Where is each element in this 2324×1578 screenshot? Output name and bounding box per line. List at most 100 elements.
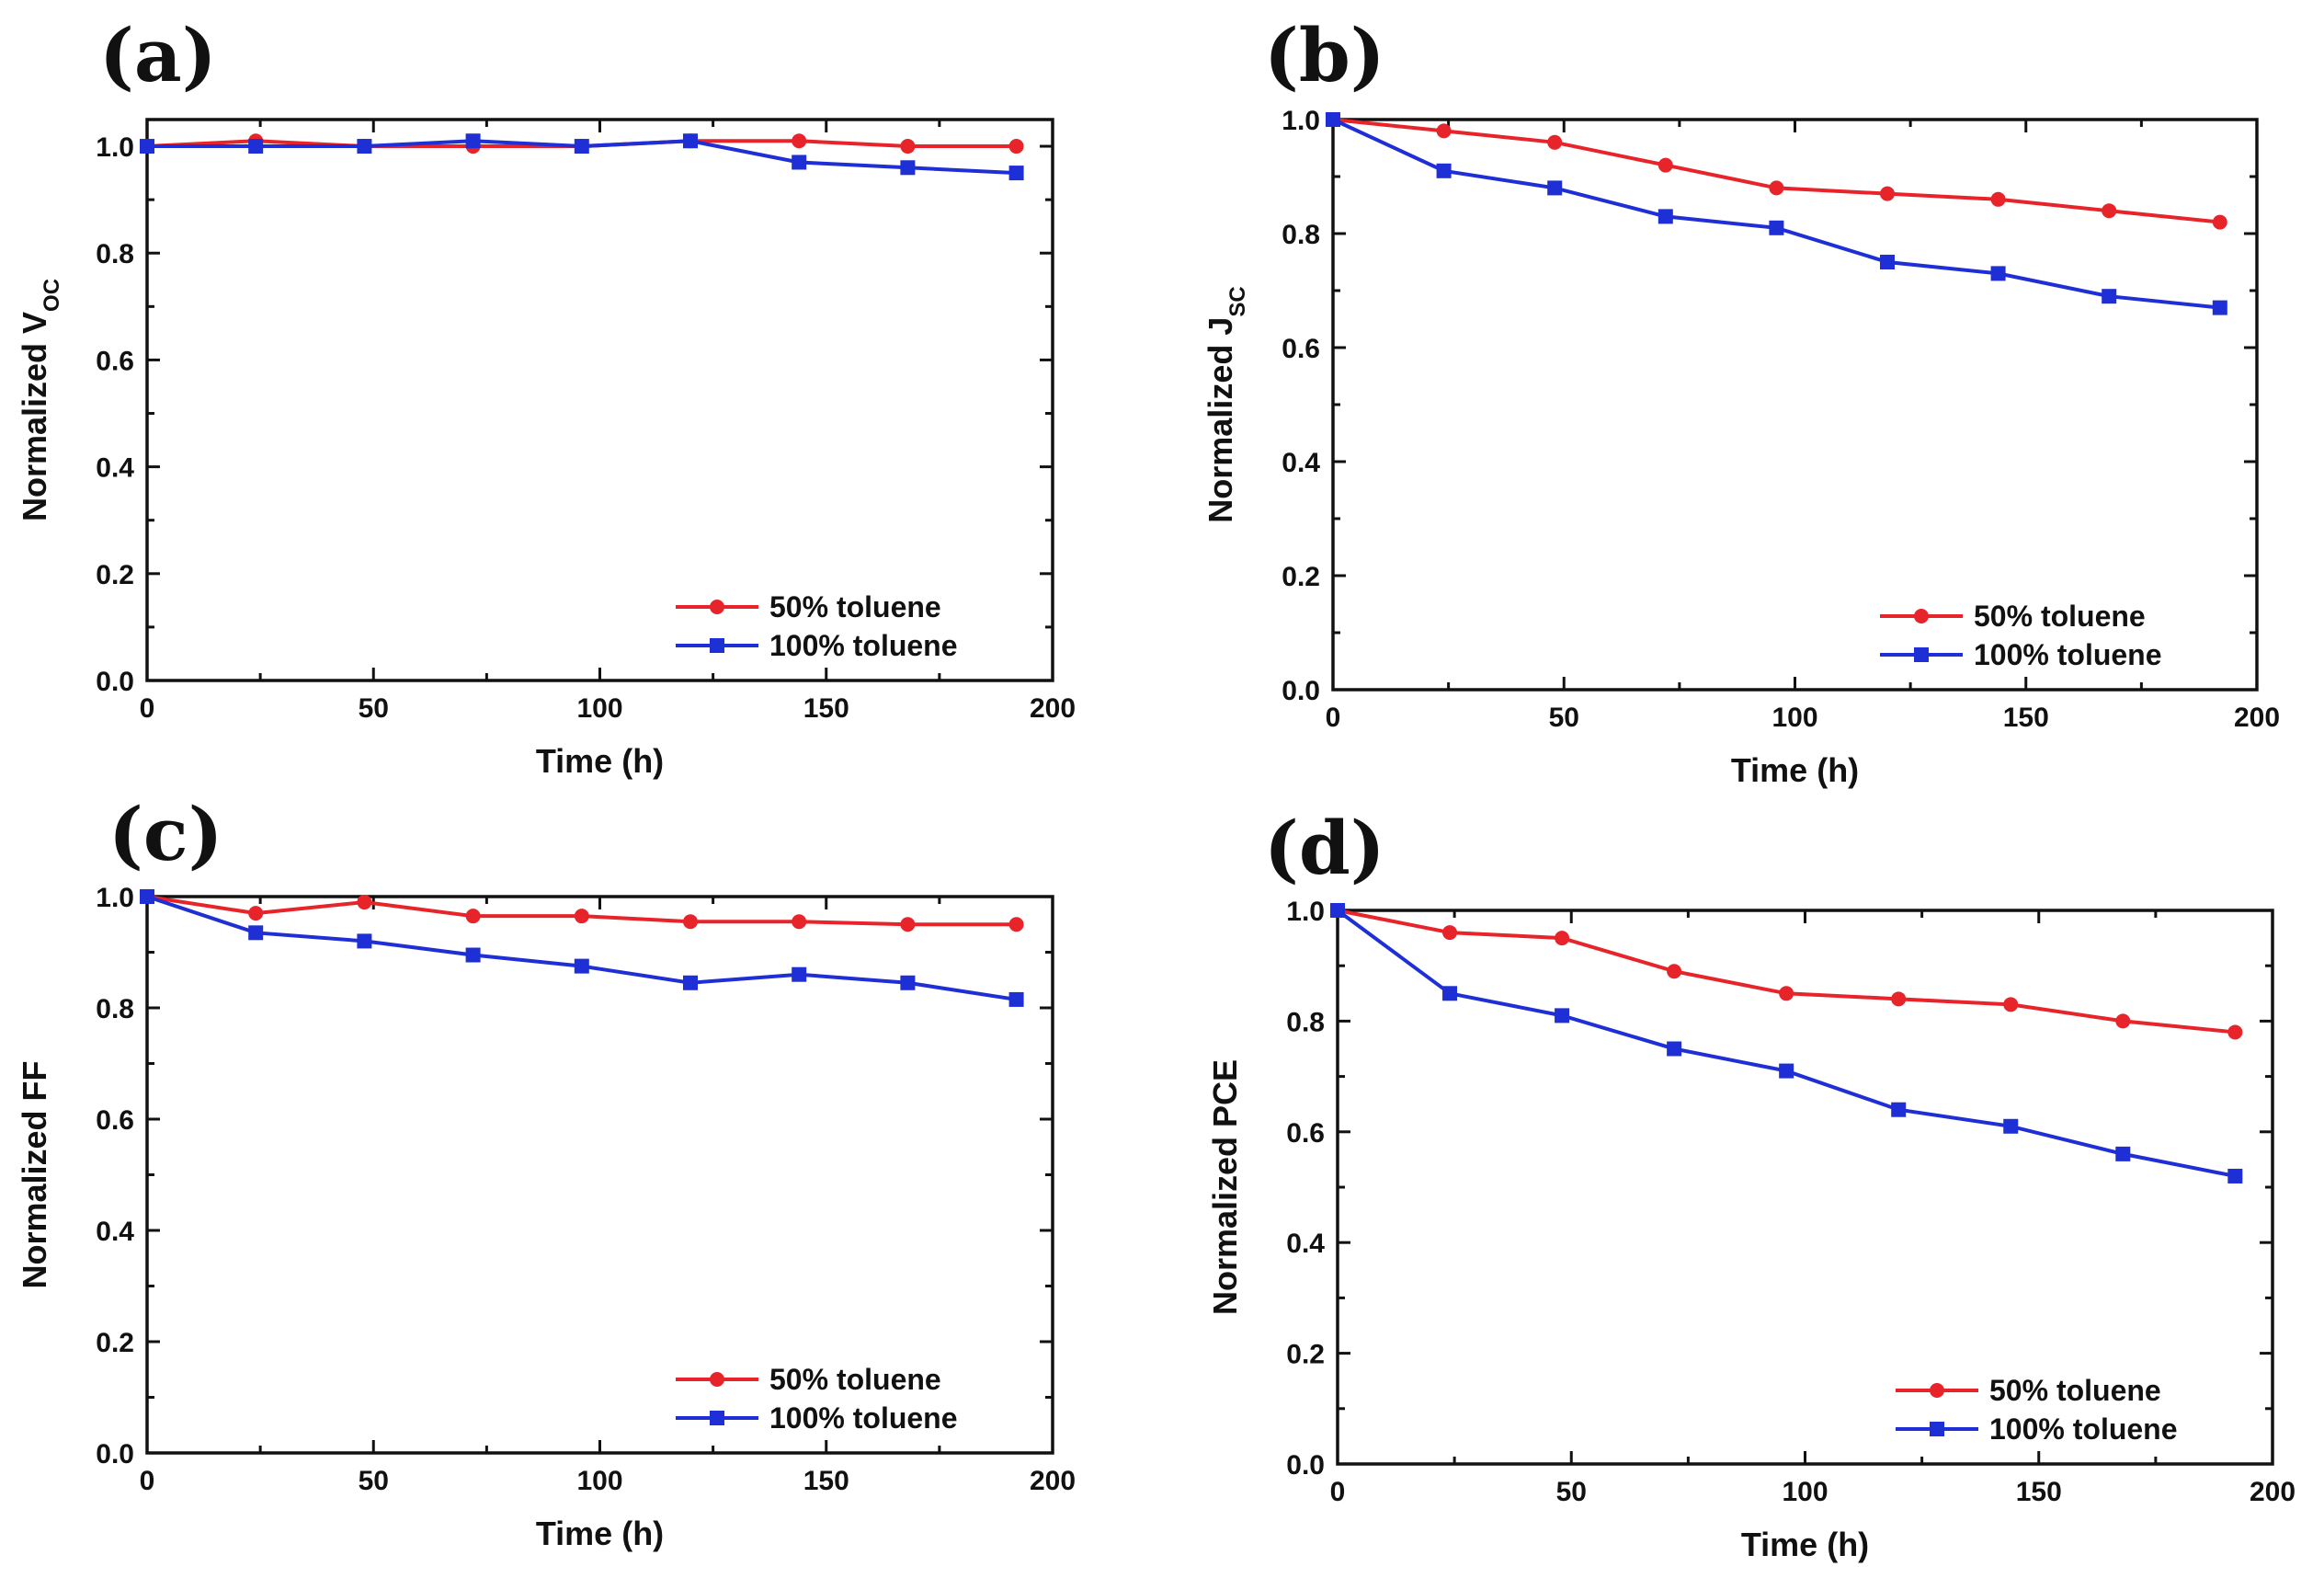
panel-label: (b) <box>1264 12 1385 98</box>
y-tick-label: 1.0 <box>1286 897 1325 927</box>
x-tick-label: 150 <box>2003 703 2049 733</box>
x-tick-label: 150 <box>2016 1477 2062 1507</box>
panel-label: (c) <box>108 791 222 877</box>
y-axis-title: Normalized JSC <box>1202 286 1250 522</box>
data-point <box>1779 986 1794 1001</box>
series-line-2 <box>1336 909 2236 1178</box>
series-line-1 <box>1332 118 2221 224</box>
x-tick-label: 50 <box>1549 703 1579 733</box>
data-point <box>2227 1168 2243 1184</box>
data-point <box>683 133 698 149</box>
data-point <box>1667 1041 1682 1057</box>
y-tick-label: 0.8 <box>1286 1007 1325 1037</box>
data-point <box>1769 220 1784 235</box>
y-axis-title-main: Normalized J <box>1202 317 1239 523</box>
data-point <box>1436 163 1452 178</box>
data-point <box>465 133 481 149</box>
x-axis-title: Time (h) <box>536 742 664 780</box>
x-tick-label: 100 <box>576 693 622 724</box>
y-tick-label: 0.2 <box>1282 562 1320 592</box>
y-tick-label: 0.4 <box>1286 1229 1325 1259</box>
legend-label: 100% toluene <box>769 629 958 662</box>
y-tick-label: 0.0 <box>96 667 134 697</box>
data-point <box>140 139 154 154</box>
data-point <box>1326 112 1340 127</box>
y-axis-title-subscript: OC <box>40 279 64 312</box>
x-tick-label: 200 <box>1030 1466 1076 1496</box>
data-point <box>792 966 807 982</box>
data-point <box>248 925 264 941</box>
data-point <box>1891 1102 1907 1117</box>
data-point <box>1667 964 1682 979</box>
legend-marker <box>710 638 724 653</box>
data-point <box>2115 1013 2131 1029</box>
data-point <box>1436 123 1452 139</box>
y-axis-title-main: Normalized PCE <box>1206 1059 1244 1315</box>
data-point <box>900 160 916 176</box>
data-point <box>900 975 916 990</box>
y-tick-label: 0.4 <box>1282 448 1320 478</box>
data-point <box>248 906 264 921</box>
data-point <box>465 947 481 963</box>
series-line-2 <box>1332 118 2221 310</box>
data-point <box>1891 991 1907 1007</box>
data-point <box>1880 255 1895 269</box>
data-point <box>1555 931 1570 946</box>
x-tick-label: 0 <box>1330 1477 1346 1507</box>
x-axis-title: Time (h) <box>536 1515 664 1552</box>
x-tick-label: 50 <box>359 693 389 724</box>
x-tick-label: 200 <box>2234 703 2280 733</box>
data-point <box>900 139 916 154</box>
data-point <box>574 958 589 974</box>
data-point <box>1008 166 1024 181</box>
data-point <box>1547 134 1563 150</box>
x-tick-label: 200 <box>1030 693 1076 724</box>
y-tick-label: 0.4 <box>96 453 134 484</box>
data-point <box>1555 1008 1570 1023</box>
legend-label: 100% toluene <box>1989 1412 2178 1446</box>
x-tick-label: 50 <box>1556 1477 1587 1507</box>
panel-label: (a) <box>99 12 217 98</box>
x-tick-label: 150 <box>803 693 849 724</box>
y-tick-label: 0.8 <box>96 994 134 1024</box>
x-tick-label: 0 <box>1326 703 1341 733</box>
data-point <box>2227 1024 2243 1040</box>
legend-label: 100% toluene <box>1974 638 2162 671</box>
legend-marker <box>710 600 724 614</box>
data-point <box>1880 186 1895 201</box>
y-tick-label: 0.4 <box>96 1217 134 1247</box>
x-tick-label: 0 <box>140 1466 155 1496</box>
chart-panel-a: (a) 0 50 100 150 200 0.0 0.2 0.4 0.6 0.8 1.0 Time (h… <box>16 12 1076 780</box>
x-axis-title: Time (h) <box>1731 751 1859 789</box>
data-point <box>2102 289 2117 304</box>
legend-marker <box>1914 609 1929 623</box>
data-point <box>2003 997 2019 1012</box>
data-point <box>574 909 589 924</box>
y-tick-label: 0.0 <box>1282 676 1320 706</box>
data-point <box>357 139 372 154</box>
data-point <box>1990 266 2006 281</box>
y-tick-label: 0.0 <box>96 1439 134 1469</box>
data-point <box>2212 300 2227 315</box>
data-point <box>357 933 372 949</box>
data-point <box>1330 903 1345 918</box>
legend-label: 50% toluene <box>769 590 941 623</box>
data-point <box>1442 925 1458 941</box>
y-tick-label: 0.8 <box>96 239 134 269</box>
x-tick-label: 150 <box>803 1466 849 1496</box>
legend-marker <box>710 1411 724 1425</box>
data-point <box>1442 986 1458 1001</box>
x-tick-label: 100 <box>1771 703 1817 733</box>
y-axis-title-main: Normalized FF <box>16 1060 53 1288</box>
y-tick-label: 0.6 <box>1286 1118 1325 1149</box>
y-tick-label: 0.8 <box>1282 220 1320 250</box>
y-tick-label: 0.6 <box>1282 334 1320 364</box>
data-point <box>1008 917 1024 932</box>
series-line-1 <box>1337 909 2236 1035</box>
data-point <box>2115 1146 2131 1161</box>
data-point <box>357 895 372 910</box>
y-axis-title: Normalized PCE <box>1206 1059 1244 1315</box>
data-point <box>140 889 154 904</box>
legend-label: 50% toluene <box>1989 1374 2161 1407</box>
data-point <box>792 154 807 170</box>
